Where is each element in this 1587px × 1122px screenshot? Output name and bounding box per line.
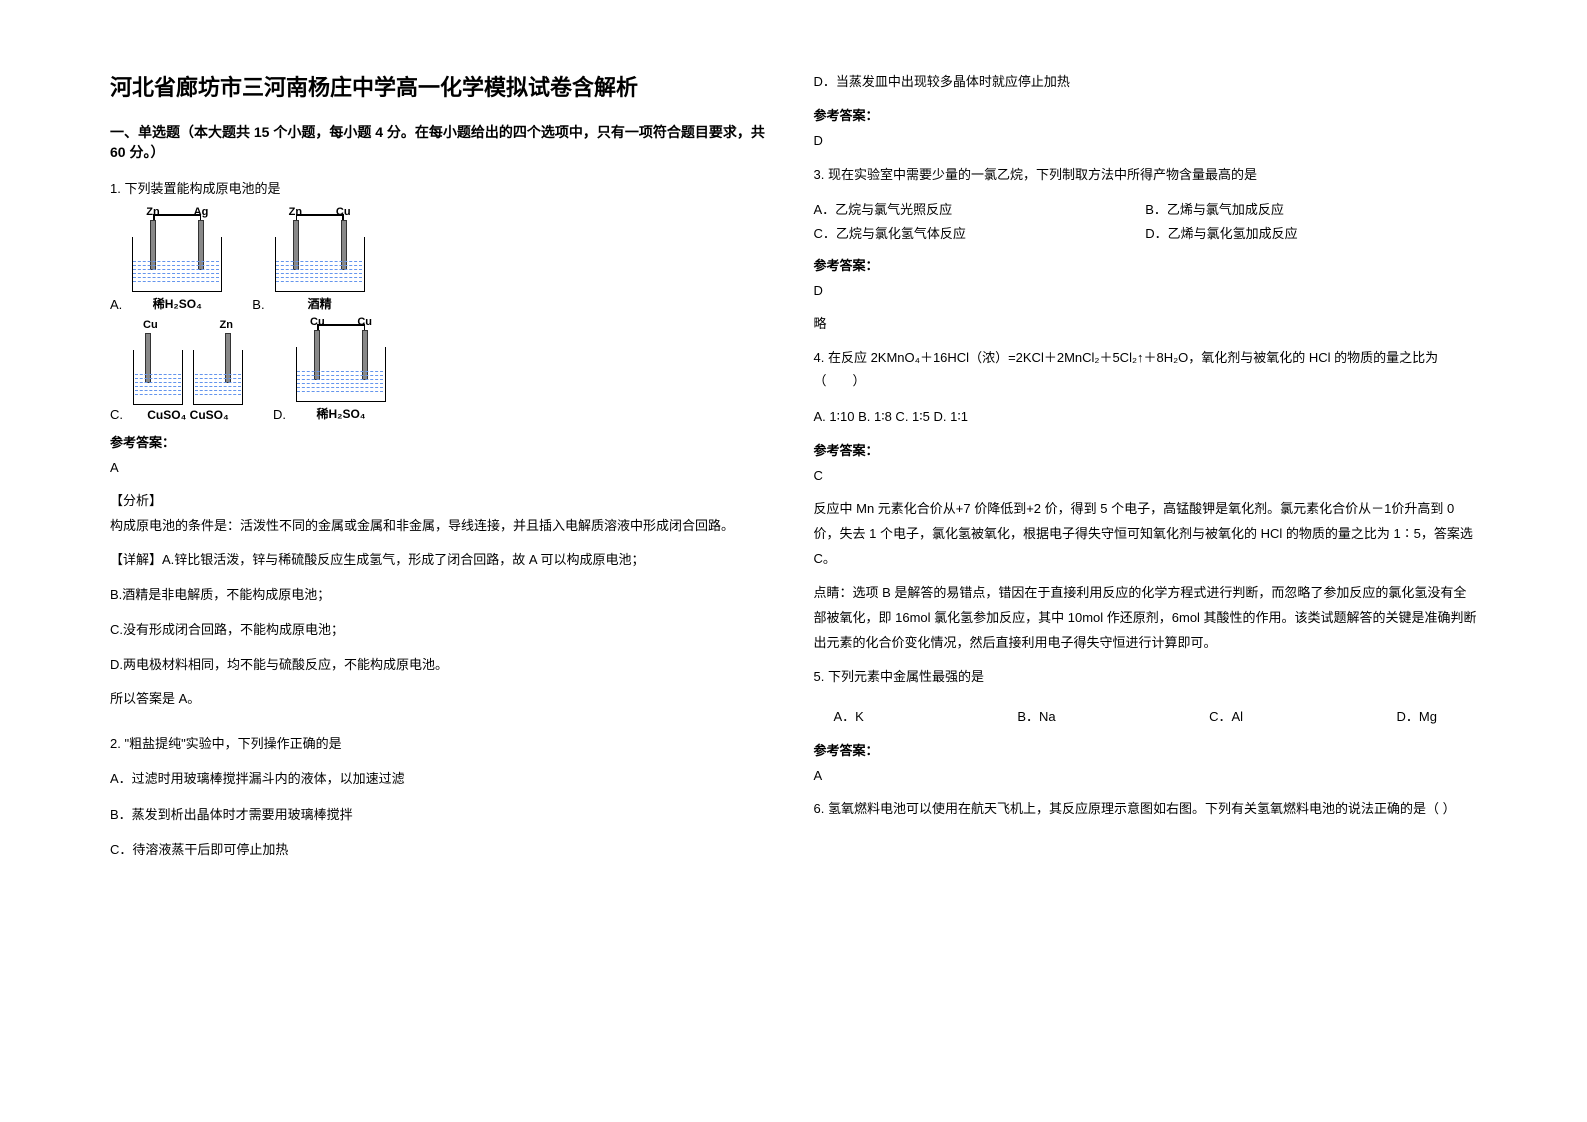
detail-label: 【详解】 — [110, 552, 162, 567]
diagram-c: Cu Zn CuSO₄ CuSO₄ — [133, 325, 243, 422]
option-a-letter: A. — [110, 297, 122, 312]
q2-option-d: D．当蒸发皿中出现较多晶体时就应停止加热 — [814, 70, 1478, 93]
question-4-text: 4. 在反应 2KMnO₄＋16HCl（浓）=2KCl＋2MnCl₂＋5Cl₂↑… — [814, 346, 1478, 393]
page-title: 河北省廊坊市三河南杨庄中学高一化学模拟试卷含解析 — [110, 70, 774, 102]
electrode-label: Cu — [357, 316, 372, 328]
q5-option-b: B．Na — [1017, 706, 1055, 725]
answer-label: 参考答案： — [814, 105, 1478, 124]
diagram-row-ab: A. Zn Ag 稀H₂SO₄ B. Zn — [110, 212, 774, 312]
q3-option-c: C．乙烷与氯化氢气体反应 — [814, 222, 1146, 245]
diagram-d: Cu Cu 稀H₂SO₄ — [296, 322, 386, 422]
q3-options: A．乙烷与氯气光照反应 B．乙烯与氯气加成反应 C．乙烷与氯化氢气体反应 D．乙… — [814, 198, 1478, 245]
analysis-text: A.锌比银活泼，锌与稀硫酸反应生成氢气，形成了闭合回路，故 A 可以构成原电池； — [162, 552, 644, 567]
diagram-row-cd: C. Cu Zn CuSO₄ CuSO₄ D. — [110, 322, 774, 422]
q1-conclusion: 所以答案是 A。 — [110, 687, 774, 712]
q1-analysis-c: C.没有形成闭合回路，不能构成原电池； — [110, 618, 774, 643]
electrode-label: Cu — [143, 319, 158, 331]
solution-label: 稀H₂SO₄ — [316, 405, 365, 422]
solution-label: 稀H₂SO₄ — [153, 295, 202, 312]
q5-options: A．K B．Na C．Al D．Mg — [814, 701, 1478, 730]
q3-note: 略 — [814, 312, 1478, 335]
electrode-label: Ag — [194, 206, 209, 218]
analysis-label: 【分析】 — [110, 490, 774, 509]
electrode-label: Cu — [336, 206, 351, 218]
question-6-text: 6. 氢氧燃料电池可以使用在航天飞机上，其反应原理示意图如右图。下列有关氢氧燃料… — [814, 797, 1478, 820]
q2-option-b: B．蒸发到析出晶体时才需要用玻璃棒搅拌 — [110, 803, 774, 826]
section-header: 一、单选题（本大题共 15 个小题，每小题 4 分。在每小题给出的四个选项中，只… — [110, 122, 774, 162]
q1-detail: 【详解】A.锌比银活泼，锌与稀硫酸反应生成氢气，形成了闭合回路，故 A 可以构成… — [110, 548, 774, 573]
answer-label: 参考答案： — [814, 440, 1478, 459]
q5-answer: A — [814, 764, 1478, 787]
q2-option-a: A．过滤时用玻璃棒搅拌漏斗内的液体，以加速过滤 — [110, 767, 774, 790]
question-1-text: 1. 下列装置能构成原电池的是 — [110, 177, 774, 200]
question-3-text: 3. 现在实验室中需要少量的一氯乙烷，下列制取方法中所得产物含量最高的是 — [814, 163, 1478, 186]
q4-analysis1: 反应中 Mn 元素化合价从+7 价降低到+2 价，得到 5 个电子，高锰酸钾是氧… — [814, 497, 1478, 571]
q5-option-a: A．K — [834, 706, 864, 725]
q1-analysis-d: D.两电极材料相同，均不能与硫酸反应，不能构成原电池。 — [110, 653, 774, 678]
electrode-label: Zn — [220, 319, 233, 331]
q2-answer: D — [814, 129, 1478, 152]
option-b-letter: B. — [252, 297, 264, 312]
q3-answer: D — [814, 279, 1478, 302]
question-5-text: 5. 下列元素中金属性最强的是 — [814, 665, 1478, 688]
q1-analysis: 构成原电池的条件是：活泼性不同的金属或金属和非金属，导线连接，并且插入电解质溶液… — [110, 514, 774, 539]
answer-label: 参考答案： — [110, 432, 774, 451]
q5-option-c: C．Al — [1209, 706, 1243, 725]
left-column: 河北省廊坊市三河南杨庄中学高一化学模拟试卷含解析 一、单选题（本大题共 15 个… — [90, 70, 794, 1052]
electrode-label: Zn — [146, 206, 159, 218]
option-d-letter: D. — [273, 407, 286, 422]
q3-option-a: A．乙烷与氯气光照反应 — [814, 198, 1146, 221]
q1-answer: A — [110, 456, 774, 479]
q1-analysis-b: B.酒精是非电解质，不能构成原电池； — [110, 583, 774, 608]
question-2-text: 2. "粗盐提纯"实验中，下列操作正确的是 — [110, 732, 774, 755]
solution-label: CuSO₄ CuSO₄ — [147, 408, 228, 422]
answer-label: 参考答案： — [814, 255, 1478, 274]
electrode-label: Cu — [310, 316, 325, 328]
electrode-label: Zn — [289, 206, 302, 218]
q2-option-c: C．待溶液蒸干后即可停止加热 — [110, 838, 774, 861]
solution-label: 酒精 — [308, 295, 332, 312]
diagram-a: Zn Ag 稀H₂SO₄ — [132, 212, 222, 312]
q4-analysis2: 点睛：选项 B 是解答的易错点，错因在于直接利用反应的化学方程式进行判断，而忽略… — [814, 581, 1478, 655]
right-column: D．当蒸发皿中出现较多晶体时就应停止加热 参考答案： D 3. 现在实验室中需要… — [794, 70, 1498, 1052]
q4-answer: C — [814, 464, 1478, 487]
q3-option-b: B．乙烯与氯气加成反应 — [1145, 198, 1477, 221]
answer-label: 参考答案： — [814, 740, 1478, 759]
q5-option-d: D．Mg — [1397, 706, 1437, 725]
diagram-b: Zn Cu 酒精 — [275, 212, 365, 312]
q3-option-d: D．乙烯与氯化氢加成反应 — [1145, 222, 1477, 245]
q4-options: A. 1∶10 B. 1∶8 C. 1∶5 D. 1∶1 — [814, 405, 1478, 428]
option-c-letter: C. — [110, 407, 123, 422]
